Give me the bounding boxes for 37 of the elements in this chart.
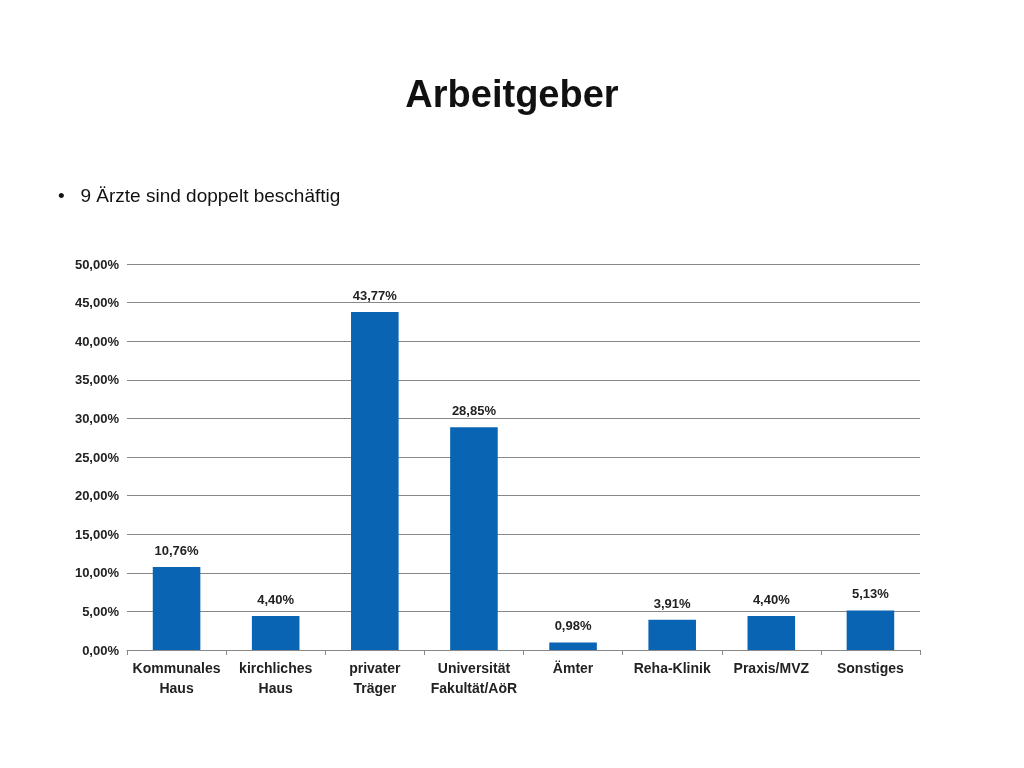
data-label: 4,40% [752, 592, 791, 608]
bar [747, 616, 796, 650]
x-tick-label: Praxis/MVZ [733, 660, 810, 676]
x-tick-label: Universität Fakultät/AöR [430, 660, 518, 696]
y-tick-label: 15,00% [74, 526, 120, 542]
bar [648, 619, 696, 650]
chart-title: Arbeitgeber [405, 73, 619, 115]
x-tick-label: Ämter [552, 660, 594, 676]
y-tick-label: 35,00% [74, 372, 120, 388]
bar [351, 312, 399, 650]
x-tick-label: Reha-Klinik [633, 660, 711, 676]
y-tick-label: 20,00% [74, 488, 120, 504]
x-tick-label: Sonstiges [836, 660, 905, 676]
y-tick-label: 5,00% [82, 603, 120, 619]
y-tick-label: 0,00% [82, 642, 120, 658]
text: • 9 Ärzte sind doppelt beschäftig [58, 185, 341, 206]
data-label: 10,76% [154, 542, 200, 558]
bar [846, 610, 895, 650]
bar [549, 642, 597, 650]
bar [450, 427, 498, 650]
bar [251, 616, 300, 650]
y-tick-label: 50,00% [74, 256, 120, 272]
data-label: 0,98% [554, 618, 592, 634]
x-tick-label: kirchliches Haus [239, 660, 313, 696]
x-tick-label: Kommunales Haus [132, 660, 221, 696]
y-tick-label: 45,00% [74, 295, 120, 311]
x-tick-label: privater Träger [349, 660, 402, 696]
data-label: 28,85% [451, 403, 497, 419]
y-tick-label: 40,00% [74, 333, 120, 349]
data-label: 5,13% [852, 586, 890, 602]
data-label: 4,40% [257, 592, 295, 608]
y-tick-label: 25,00% [74, 449, 120, 465]
data-label: 43,77% [352, 288, 398, 304]
y-tick-label: 30,00% [74, 410, 120, 426]
y-tick-label: 10,00% [74, 565, 120, 581]
bar [152, 566, 201, 650]
data-label: 3,91% [653, 595, 692, 611]
